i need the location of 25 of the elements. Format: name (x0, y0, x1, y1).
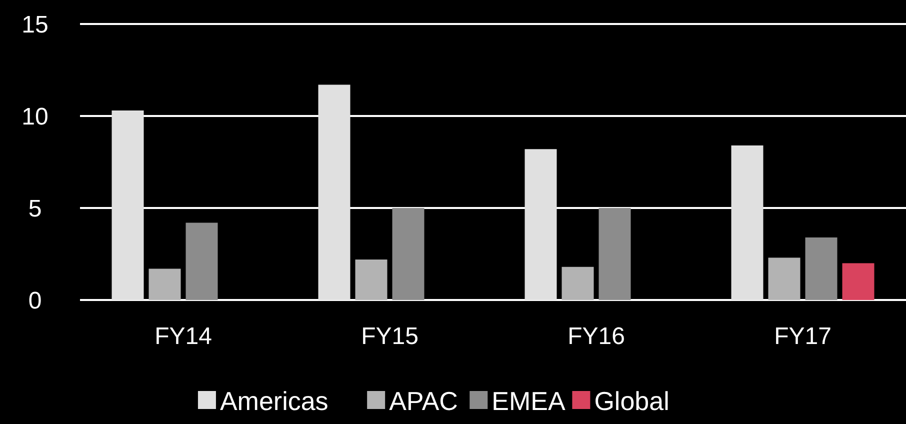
y-tick-label: 15 (22, 11, 48, 38)
y-tick-label: 0 (28, 287, 42, 314)
x-tick-label: FY16 (568, 323, 625, 350)
bar (805, 237, 838, 300)
bar (842, 263, 874, 300)
bar (186, 222, 218, 300)
bar (562, 266, 594, 300)
bar (392, 208, 424, 300)
bar (355, 260, 388, 300)
bar (524, 149, 557, 300)
legend-label: EMEA (492, 386, 566, 416)
x-tick-label: FY17 (774, 323, 832, 350)
bar (148, 268, 181, 300)
bar (768, 258, 800, 300)
legend-label: Americas (220, 386, 328, 416)
bar (318, 84, 350, 300)
x-tick-label: FY14 (154, 323, 212, 350)
x-tick-label: FY15 (361, 323, 418, 350)
bar (731, 145, 764, 300)
legend-label: Global (594, 386, 670, 416)
legend-label: APAC (389, 386, 458, 416)
bar (598, 208, 631, 300)
bar (112, 110, 144, 300)
y-tick-label: 5 (28, 195, 42, 222)
y-tick-label: 10 (22, 103, 48, 130)
